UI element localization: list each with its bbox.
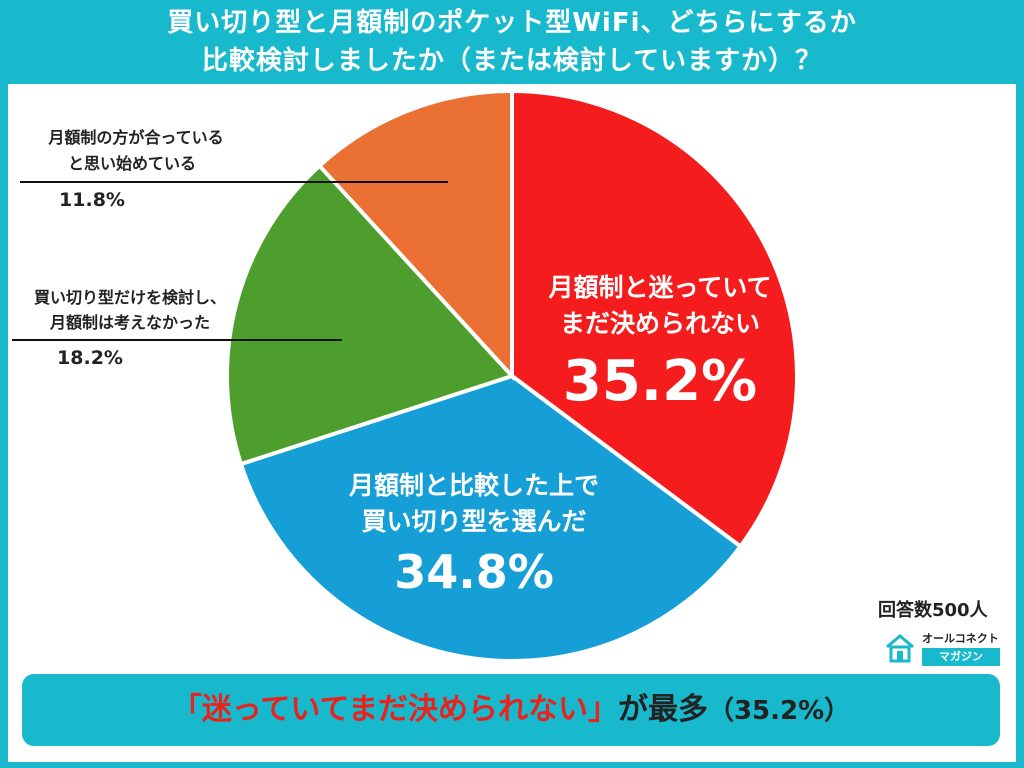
logo-top-text: オールコネクト <box>922 632 999 645</box>
house-wifi-icon <box>886 634 914 663</box>
slice-label-bought-after-compare-line-2: 買い切り型を選んだ <box>361 507 586 536</box>
brand-logo: オールコネクト マガジン <box>884 628 1014 668</box>
slice-label-undecided-line-1: 月額制と迷っていて <box>547 273 771 302</box>
chart-title-line-1: 買い切り型と月額制のポケット型WiFi、どちらにするか <box>167 8 857 38</box>
chart-title: 買い切り型と月額制のポケット型WiFi、どちらにするか 比較検討しましたか（また… <box>0 0 1024 84</box>
summary-text: 「迷っていてまだ決められない」が最多（35.2%） <box>22 674 1000 746</box>
chart-panel: 月額制と迷っていて まだ決められない 35.2% 月額制と比較した上で 買い切り型を選ん… <box>8 84 1016 762</box>
respondent-count: 回答数500人 <box>878 600 988 621</box>
chart-title-line-2: 比較検討しましたか（または検討していますか）？ <box>201 46 823 76</box>
slice-label-buyout-only-line-2: 月額制は考えなかった <box>49 313 210 332</box>
summary-highlight: 「迷っていてまだ決められない」 <box>171 692 618 727</box>
pie-slice-buyout-only <box>225 162 516 467</box>
summary-percent: （35.2%） <box>707 696 851 726</box>
slice-label-monthly-better-value: 11.8% <box>59 189 125 211</box>
slice-label-monthly-better-line-1: 月額制の方が合っている <box>47 128 223 147</box>
pie-slice-bought-after-compare <box>238 373 744 663</box>
slice-label-buyout-only-line-1: 買い切り型だけを検討し、 <box>34 288 226 307</box>
logo-bottom-text: マガジン <box>922 648 1000 666</box>
slice-label-undecided-line-2: まだ決められない <box>560 309 760 338</box>
pie-slice-undecided <box>510 88 799 550</box>
summary-rest: が最多 <box>617 692 708 727</box>
slice-label-monthly-better-line-2: と思い始めている <box>68 154 196 173</box>
pie-slice-monthly-better <box>316 88 514 382</box>
summary-banner: 「迷っていてまだ決められない」が最多（35.2%） <box>22 674 1000 746</box>
slice-label-buyout-only-value: 18.2% <box>57 347 123 369</box>
slice-label-bought-after-compare-line-1: 月額制と比較した上で <box>348 471 599 500</box>
slice-label-undecided-value: 35.2% <box>563 349 757 414</box>
slice-label-bought-after-compare-value: 34.8% <box>394 545 554 599</box>
